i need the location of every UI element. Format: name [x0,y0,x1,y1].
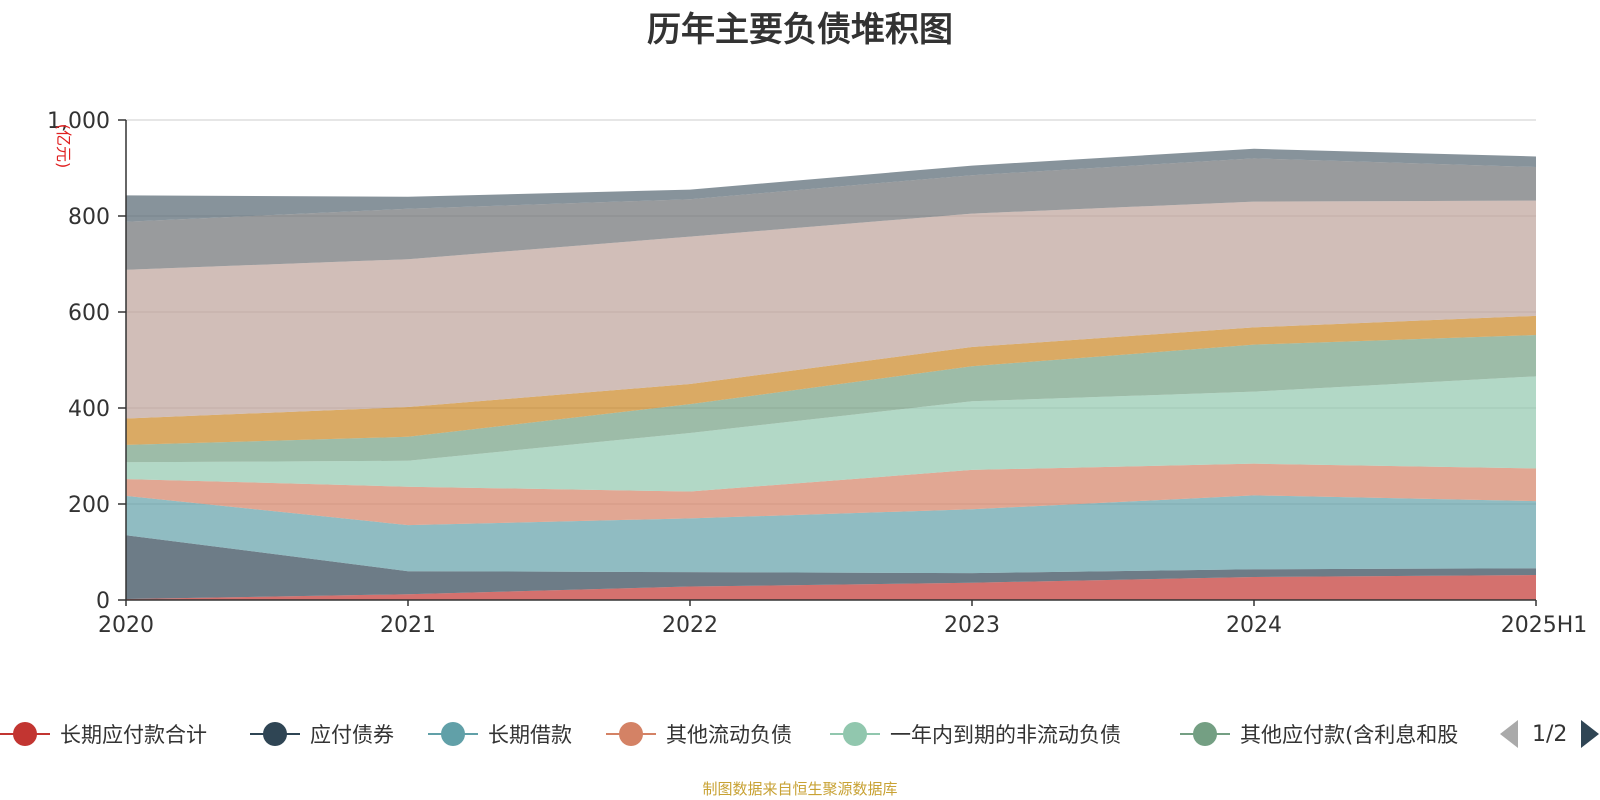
x-tick-label: 2025H1 [1501,613,1588,638]
series-area-8 [126,158,1536,270]
y-axis-unit-label: (亿元) [54,124,73,169]
y-tick-label: 400 [68,397,110,422]
series-area-7 [126,200,1536,419]
y-tick-label: 200 [68,493,110,518]
y-tick-label: 800 [68,205,110,230]
x-tick-label: 2023 [944,613,1000,638]
legend-marker-icon [428,722,478,746]
arrow-left-icon[interactable] [1500,720,1518,748]
legend-page-indicator: 1/2 [1532,721,1568,747]
legend-item[interactable]: 其他应付款(含利息和股 [1180,714,1458,754]
chart-title: 历年主要负债堆积图 [647,10,953,50]
y-tick-label: 0 [96,589,110,614]
arrow-right-icon[interactable] [1581,720,1600,748]
x-tick-label: 2021 [380,613,436,638]
legend: 长期应付款合计 应付债券 长期借款 其他流动负债 一年内到期的非流动负债 其他应付款(含利… [0,714,1600,754]
legend-label: 其他应付款(含利息和股 [1240,723,1459,747]
series-area-1 [126,535,1536,600]
legend-label: 长期借款 [488,723,572,747]
legend-marker-icon [250,722,300,746]
series-area-0 [126,575,1536,600]
legend-item[interactable]: 应付债券 [250,714,394,754]
series-area-2 [126,495,1536,574]
legend-label: 应付债券 [310,723,394,747]
series-area-9 [126,148,1536,222]
legend-label: 长期应付款合计 [60,723,207,747]
y-tick-label: 600 [68,301,110,326]
legend-pager: 1/2 [1500,714,1600,754]
x-tick-label: 2020 [98,613,154,638]
legend-item[interactable]: 长期应付款合计 [0,714,207,754]
legend-item[interactable]: 其他流动负债 [606,714,792,754]
legend-marker-icon [1180,722,1230,746]
legend-marker-icon [606,722,656,746]
legend-marker-icon [0,722,50,746]
series-area-4 [126,376,1536,492]
x-tick-label: 2024 [1226,613,1282,638]
legend-label: 一年内到期的非流动负债 [890,723,1121,747]
legend-label: 其他流动负债 [666,723,792,747]
y-tick-label: 1,000 [47,109,110,134]
legend-marker-icon [830,722,880,746]
series-area-6 [126,315,1536,445]
x-tick-label: 2022 [662,613,718,638]
series-area-3 [126,463,1536,526]
series-area-5 [126,335,1536,463]
legend-item[interactable]: 一年内到期的非流动负债 [830,714,1121,754]
legend-item[interactable]: 长期借款 [428,714,572,754]
data-source-note: 制图数据来自恒生聚源数据库 [702,780,898,798]
